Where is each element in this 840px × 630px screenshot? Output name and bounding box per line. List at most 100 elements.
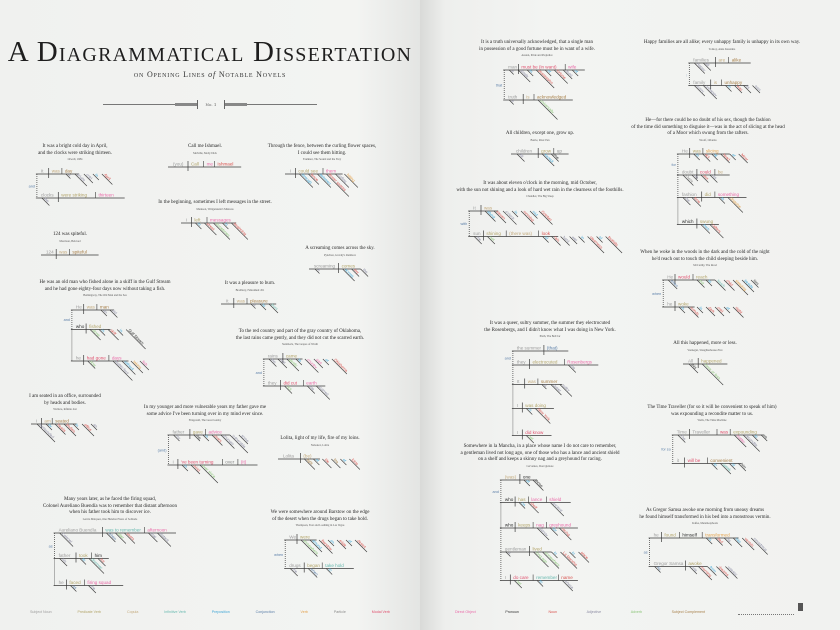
modifier-word: when <box>309 567 318 576</box>
legend-item: Subject Complement <box>671 610 705 614</box>
modifier-line <box>307 173 319 185</box>
modifier-line <box>697 279 705 288</box>
modifier-line <box>703 62 712 71</box>
modifier-word: Gulf Stream <box>127 328 144 345</box>
diagram-word: was <box>52 168 61 173</box>
modifier-word: him <box>740 462 747 469</box>
diagram-word: slicing <box>706 149 719 154</box>
modifier-word: burn <box>270 303 278 311</box>
citation: Kafka, Metamorphosis <box>692 522 718 525</box>
modifier-line <box>521 210 536 225</box>
modifier-word: taking <box>132 359 142 369</box>
modifier-line <box>203 222 217 236</box>
opening-line: To the red country and part of the gray … <box>235 329 365 341</box>
modifier-line <box>300 539 318 557</box>
diagram-block: In my younger and more vulnerable years … <box>75 405 335 495</box>
diagram-block: Many years later, as he faced the firing… <box>0 497 240 605</box>
conjunction-word: for so <box>662 447 671 451</box>
modifier-word: fire <box>333 458 340 465</box>
conjunction-word: when <box>274 552 283 556</box>
opening-line: It was a queer, sultry summer, the summe… <box>484 321 616 333</box>
diagram-word: are <box>719 58 726 63</box>
diagram-word: be <box>718 170 724 175</box>
citation: Wallace, Infinite Jest <box>53 408 77 411</box>
modifier-line <box>130 360 143 373</box>
modifier-word: cold <box>717 305 725 313</box>
modifier-word: a <box>510 68 515 73</box>
modifier-line <box>87 585 96 594</box>
opening-line: It was a bright cold day in April, and t… <box>38 144 112 156</box>
modifier-word: in <box>100 328 105 333</box>
modifier-word: him <box>753 278 760 285</box>
modifier-line <box>702 153 711 162</box>
modifier-word: to <box>754 433 759 438</box>
modifier-word: the <box>476 235 483 242</box>
diagram-word: convenient <box>711 457 734 462</box>
diagram-word: It <box>517 379 520 384</box>
diagram-word: grow <box>541 149 552 154</box>
modifier-line <box>688 306 699 318</box>
modifier-word: an <box>102 308 108 314</box>
diagram-word: something <box>718 192 740 197</box>
modifier-word: as <box>71 584 77 590</box>
diagram-word: lived <box>533 547 543 552</box>
diagram-block: The Time Traveller (for so it will be co… <box>582 405 840 486</box>
modifier-line <box>752 434 759 441</box>
diagram-word: He <box>75 304 81 309</box>
modifier-line <box>125 328 146 349</box>
modifier-word: good <box>564 68 573 77</box>
modifier-line <box>194 222 202 230</box>
modifier-line <box>512 210 519 217</box>
modifier-line <box>202 434 210 441</box>
modifier-line <box>682 197 691 206</box>
modifier-line <box>562 580 574 592</box>
modifier-word: life <box>324 458 330 464</box>
modifier-line <box>514 580 523 589</box>
diagram-word: wife <box>568 64 577 69</box>
subtitle-pre: on Opening Lines <box>133 70 206 79</box>
modifier-line <box>211 434 223 446</box>
diagram-word: remember <box>536 575 557 580</box>
diagram-word: did <box>705 192 712 197</box>
sentence-diagram: 124 was spiteful <box>41 249 99 259</box>
diagram-word: (be) <box>303 454 312 459</box>
modifier-line <box>349 458 361 470</box>
modifier-word: monstrous <box>753 536 768 551</box>
modifier-line <box>327 539 335 546</box>
diagram-word: It <box>474 205 477 210</box>
modifier-line <box>316 173 331 188</box>
citation: Wells, The Time Machine <box>697 419 727 422</box>
modifier-line <box>698 565 713 580</box>
diagram-word: came <box>285 353 297 358</box>
citation: Nabokov, Lolita <box>310 443 330 447</box>
citation: Barrie, Peter Pan <box>530 138 550 142</box>
modifier-line <box>325 173 349 197</box>
modifier-line <box>277 358 287 368</box>
modifier-word: A <box>317 268 322 273</box>
opening-line: I am seated in an office, surrounded by … <box>29 394 101 406</box>
modifier-line <box>289 567 298 576</box>
modifier-line <box>229 434 249 453</box>
modifier-line <box>536 528 550 541</box>
modifier-line <box>526 69 534 76</box>
diagram-word: is <box>714 80 718 85</box>
diagram-block: Call me Ishmael. Melville, Moby Dick (you)… <box>75 144 335 181</box>
modifier-line <box>715 537 724 546</box>
modifier-line <box>694 85 706 97</box>
diagram-word: me <box>207 162 214 167</box>
modifier-word: single <box>519 68 529 78</box>
modifier-line <box>550 502 565 517</box>
diagram-word: over <box>226 459 235 464</box>
modifier-word: every <box>696 84 705 93</box>
modifier-word: in <box>571 551 576 556</box>
modifier-word: not <box>528 434 535 441</box>
modifier-word: about <box>487 209 497 219</box>
modifier-word: skiff <box>109 328 117 336</box>
diagram-word: Traveller <box>693 429 711 434</box>
modifier-word: in <box>708 536 713 541</box>
modifier-word: for <box>552 527 558 533</box>
